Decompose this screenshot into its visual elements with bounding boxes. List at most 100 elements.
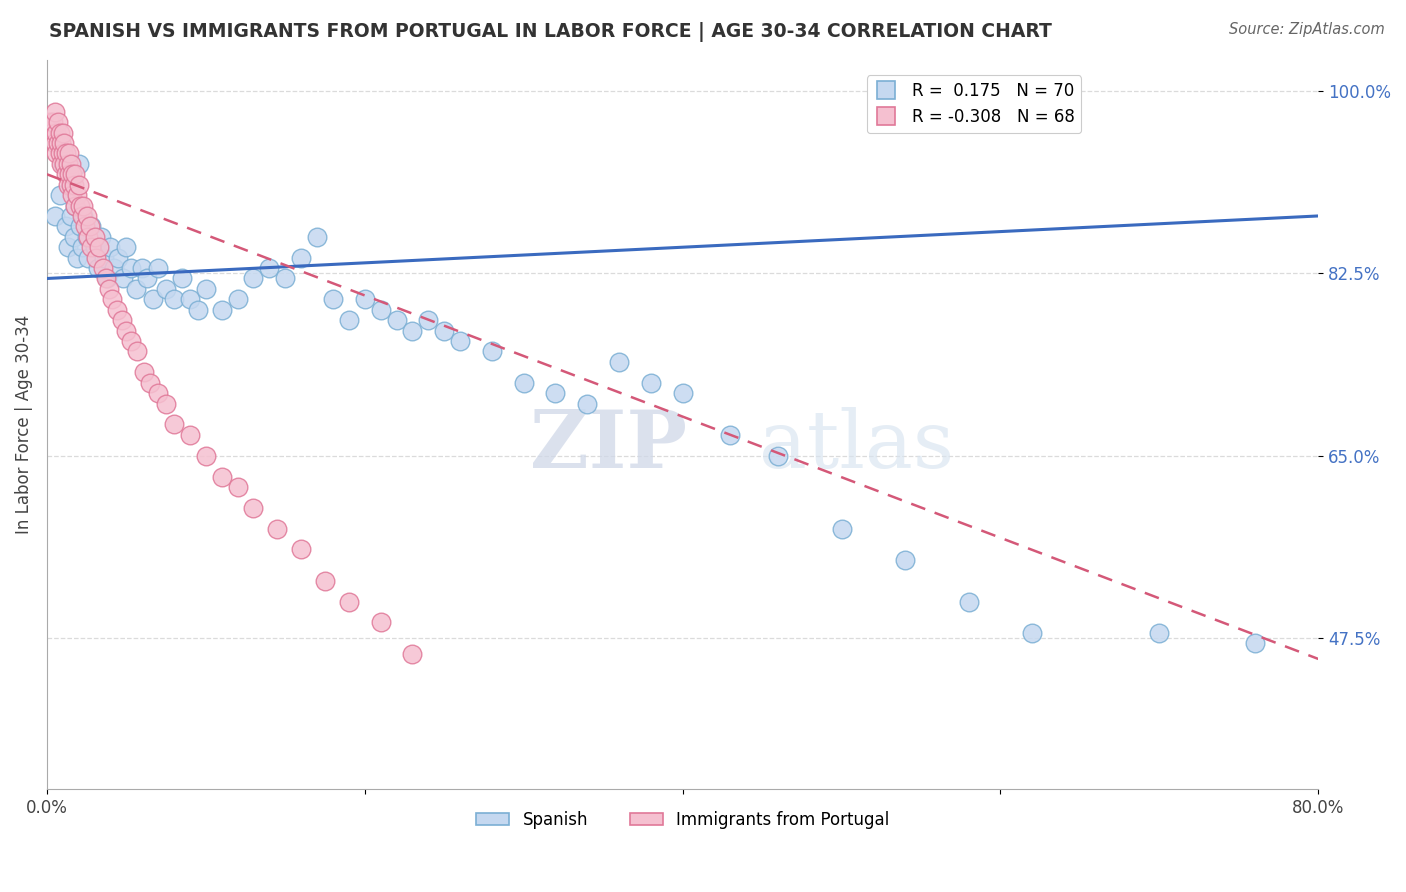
Point xyxy=(105,302,128,317)
Point xyxy=(136,271,159,285)
Point xyxy=(52,126,75,140)
Point xyxy=(131,261,153,276)
Point xyxy=(211,302,233,317)
Point xyxy=(70,240,93,254)
Point xyxy=(640,376,662,390)
Point xyxy=(80,219,103,234)
Point xyxy=(370,302,392,317)
Point xyxy=(163,293,186,307)
Point xyxy=(76,229,98,244)
Point xyxy=(290,542,312,557)
Point xyxy=(76,209,98,223)
Point xyxy=(63,229,86,244)
Point xyxy=(59,178,82,192)
Point xyxy=(67,178,90,192)
Point xyxy=(337,313,360,327)
Point xyxy=(80,240,103,254)
Y-axis label: In Labor Force | Age 30-34: In Labor Force | Age 30-34 xyxy=(15,315,32,534)
Point xyxy=(170,271,193,285)
Point xyxy=(194,282,217,296)
Point xyxy=(51,136,73,150)
Point xyxy=(179,293,201,307)
Point xyxy=(1149,625,1171,640)
Point xyxy=(132,365,155,379)
Point xyxy=(60,167,83,181)
Point xyxy=(67,157,90,171)
Point xyxy=(70,209,93,223)
Point xyxy=(69,219,91,234)
Point xyxy=(55,167,77,181)
Point xyxy=(146,386,169,401)
Point xyxy=(90,229,112,244)
Point xyxy=(337,594,360,608)
Point xyxy=(55,219,77,234)
Point xyxy=(59,157,82,171)
Point xyxy=(83,240,105,254)
Point xyxy=(115,240,138,254)
Point xyxy=(418,313,440,327)
Point xyxy=(1021,625,1043,640)
Point xyxy=(77,251,100,265)
Point xyxy=(766,449,789,463)
Point xyxy=(41,126,63,140)
Point xyxy=(125,282,148,296)
Point xyxy=(544,386,567,401)
Point xyxy=(83,229,105,244)
Point xyxy=(194,449,217,463)
Point xyxy=(370,615,392,630)
Point xyxy=(120,334,142,348)
Point xyxy=(46,136,69,150)
Point xyxy=(127,344,149,359)
Point xyxy=(115,324,138,338)
Point xyxy=(259,261,281,276)
Point xyxy=(139,376,162,390)
Point xyxy=(69,198,91,212)
Point xyxy=(576,396,599,410)
Text: SPANISH VS IMMIGRANTS FROM PORTUGAL IN LABOR FORCE | AGE 30-34 CORRELATION CHART: SPANISH VS IMMIGRANTS FROM PORTUGAL IN L… xyxy=(49,22,1052,42)
Point xyxy=(671,386,693,401)
Point xyxy=(401,324,423,338)
Point xyxy=(72,198,94,212)
Point xyxy=(65,198,87,212)
Point xyxy=(831,522,853,536)
Point xyxy=(314,574,336,588)
Point xyxy=(120,261,142,276)
Point xyxy=(60,188,83,202)
Text: Source: ZipAtlas.com: Source: ZipAtlas.com xyxy=(1229,22,1385,37)
Point xyxy=(58,167,80,181)
Point xyxy=(48,188,70,202)
Point xyxy=(94,271,117,285)
Point xyxy=(107,251,129,265)
Point xyxy=(59,178,82,192)
Point xyxy=(72,209,94,223)
Point xyxy=(46,115,69,129)
Point xyxy=(56,240,79,254)
Point xyxy=(957,594,980,608)
Point xyxy=(163,417,186,432)
Point xyxy=(101,293,124,307)
Point xyxy=(56,157,79,171)
Point xyxy=(211,469,233,483)
Text: ZIP: ZIP xyxy=(530,408,688,485)
Point xyxy=(449,334,471,348)
Point xyxy=(93,251,115,265)
Point xyxy=(353,293,375,307)
Point xyxy=(77,229,100,244)
Point xyxy=(110,313,132,327)
Point xyxy=(53,157,76,171)
Point xyxy=(142,293,165,307)
Point xyxy=(89,240,111,254)
Point xyxy=(55,146,77,161)
Point xyxy=(44,104,66,119)
Point xyxy=(65,198,87,212)
Point xyxy=(242,500,264,515)
Point xyxy=(274,271,297,285)
Point xyxy=(894,553,917,567)
Point xyxy=(51,157,73,171)
Point xyxy=(65,167,87,181)
Point xyxy=(44,209,66,223)
Point xyxy=(48,126,70,140)
Point xyxy=(266,522,288,536)
Point xyxy=(718,427,741,442)
Point xyxy=(39,115,62,129)
